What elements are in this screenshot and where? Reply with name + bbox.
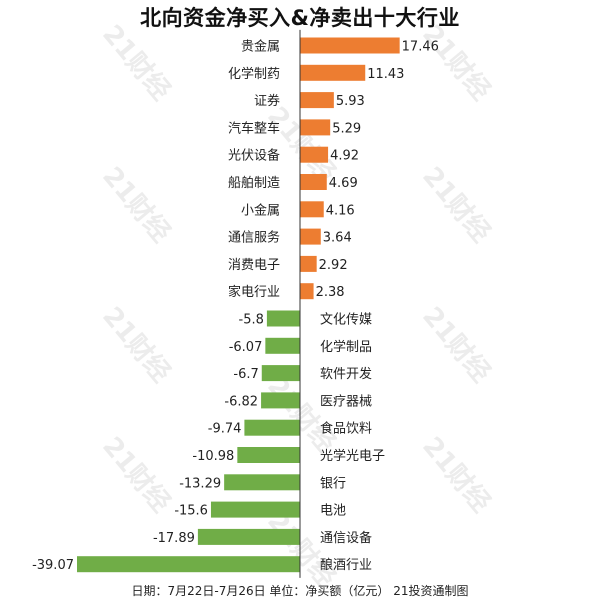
value-label: -9.74 (208, 422, 242, 437)
value-label: -6.7 (233, 367, 258, 382)
category-label: 贵金属 (241, 39, 280, 55)
watermark-text: 21财经 (416, 301, 496, 388)
bar-positive (300, 37, 400, 54)
bar-positive (300, 283, 314, 300)
bar-positive (300, 146, 329, 163)
category-label: 光伏设备 (228, 148, 280, 164)
category-label: 软件开发 (320, 366, 372, 382)
bar-positive (300, 174, 327, 190)
category-label: 化学制品 (320, 339, 372, 355)
category-label: 医疗器械 (320, 394, 372, 409)
category-label: 光学光电子 (320, 448, 385, 464)
value-label: -10.98 (192, 449, 234, 464)
value-label: 11.43 (367, 67, 404, 82)
category-label: 证券 (254, 93, 280, 109)
value-label: 4.69 (329, 176, 358, 191)
bar-negative (261, 392, 300, 409)
category-label: 小金属 (241, 202, 280, 218)
watermark-text: 21财经 (416, 431, 496, 518)
bar-negative (210, 501, 300, 518)
bar-negative (266, 310, 300, 327)
value-label: 2.92 (319, 258, 348, 273)
value-label: 3.64 (323, 231, 352, 246)
value-label: -17.89 (153, 531, 195, 546)
category-label: 汽车整车 (228, 120, 280, 136)
value-label: -13.29 (179, 476, 221, 491)
chart-title: 北向资金净买入&净卖出十大行业 (140, 6, 460, 30)
category-label: 文化传媒 (320, 313, 372, 328)
value-label: 4.92 (330, 149, 359, 164)
category-label: 通信设备 (320, 530, 372, 546)
bars-layer (77, 29, 400, 578)
value-label: -39.07 (32, 558, 74, 573)
bar-positive (300, 64, 366, 81)
watermark-text: 21财经 (96, 161, 176, 248)
value-label: -15.6 (174, 504, 208, 519)
watermark-text: 21财经 (96, 431, 176, 518)
bar-positive (300, 255, 317, 272)
value-label: 2.38 (316, 285, 345, 300)
value-label: 5.93 (336, 94, 365, 109)
category-label: 消费电子 (228, 258, 280, 273)
bar-positive (300, 92, 334, 109)
value-label: -6.07 (229, 340, 263, 355)
watermark-text: 21财经 (261, 371, 341, 458)
watermark-text: 21财经 (416, 161, 496, 248)
bar-positive (300, 201, 324, 218)
bar-positive (300, 228, 321, 245)
category-label: 通信服务 (228, 230, 280, 246)
watermark-text: 21财经 (96, 301, 176, 388)
bar-positive (300, 119, 331, 136)
category-label: 电池 (320, 504, 346, 519)
value-label: -5.8 (239, 313, 264, 328)
category-label: 船舶制造 (228, 175, 280, 191)
value-label: -6.82 (224, 394, 258, 409)
category-label: 酿酒行业 (320, 557, 372, 573)
category-label: 家电行业 (228, 284, 280, 300)
bar-negative (197, 528, 300, 545)
chart-footer: 日期：7月22日-7月26日 单位：净买额（亿元） 21投资通制图 (131, 584, 469, 598)
bar-negative (224, 474, 300, 491)
labels-layer: 贵金属 17.46 化学制药 11.43 证券 5.93 汽车整车 5.29 光伏设备 4.92 船… (32, 39, 439, 574)
category-label: 食品饮料 (320, 421, 372, 437)
bar-negative (237, 447, 300, 463)
category-label: 银行 (320, 476, 346, 491)
bar-negative (265, 337, 300, 354)
bar-negative (244, 419, 300, 436)
category-label: 化学制药 (228, 66, 280, 82)
value-label: 5.29 (332, 121, 361, 136)
value-label: 17.46 (402, 40, 439, 55)
value-label: 4.16 (326, 203, 355, 218)
watermark-text: 21财经 (261, 506, 341, 593)
bar-negative (261, 365, 300, 382)
bar-negative (77, 556, 300, 573)
